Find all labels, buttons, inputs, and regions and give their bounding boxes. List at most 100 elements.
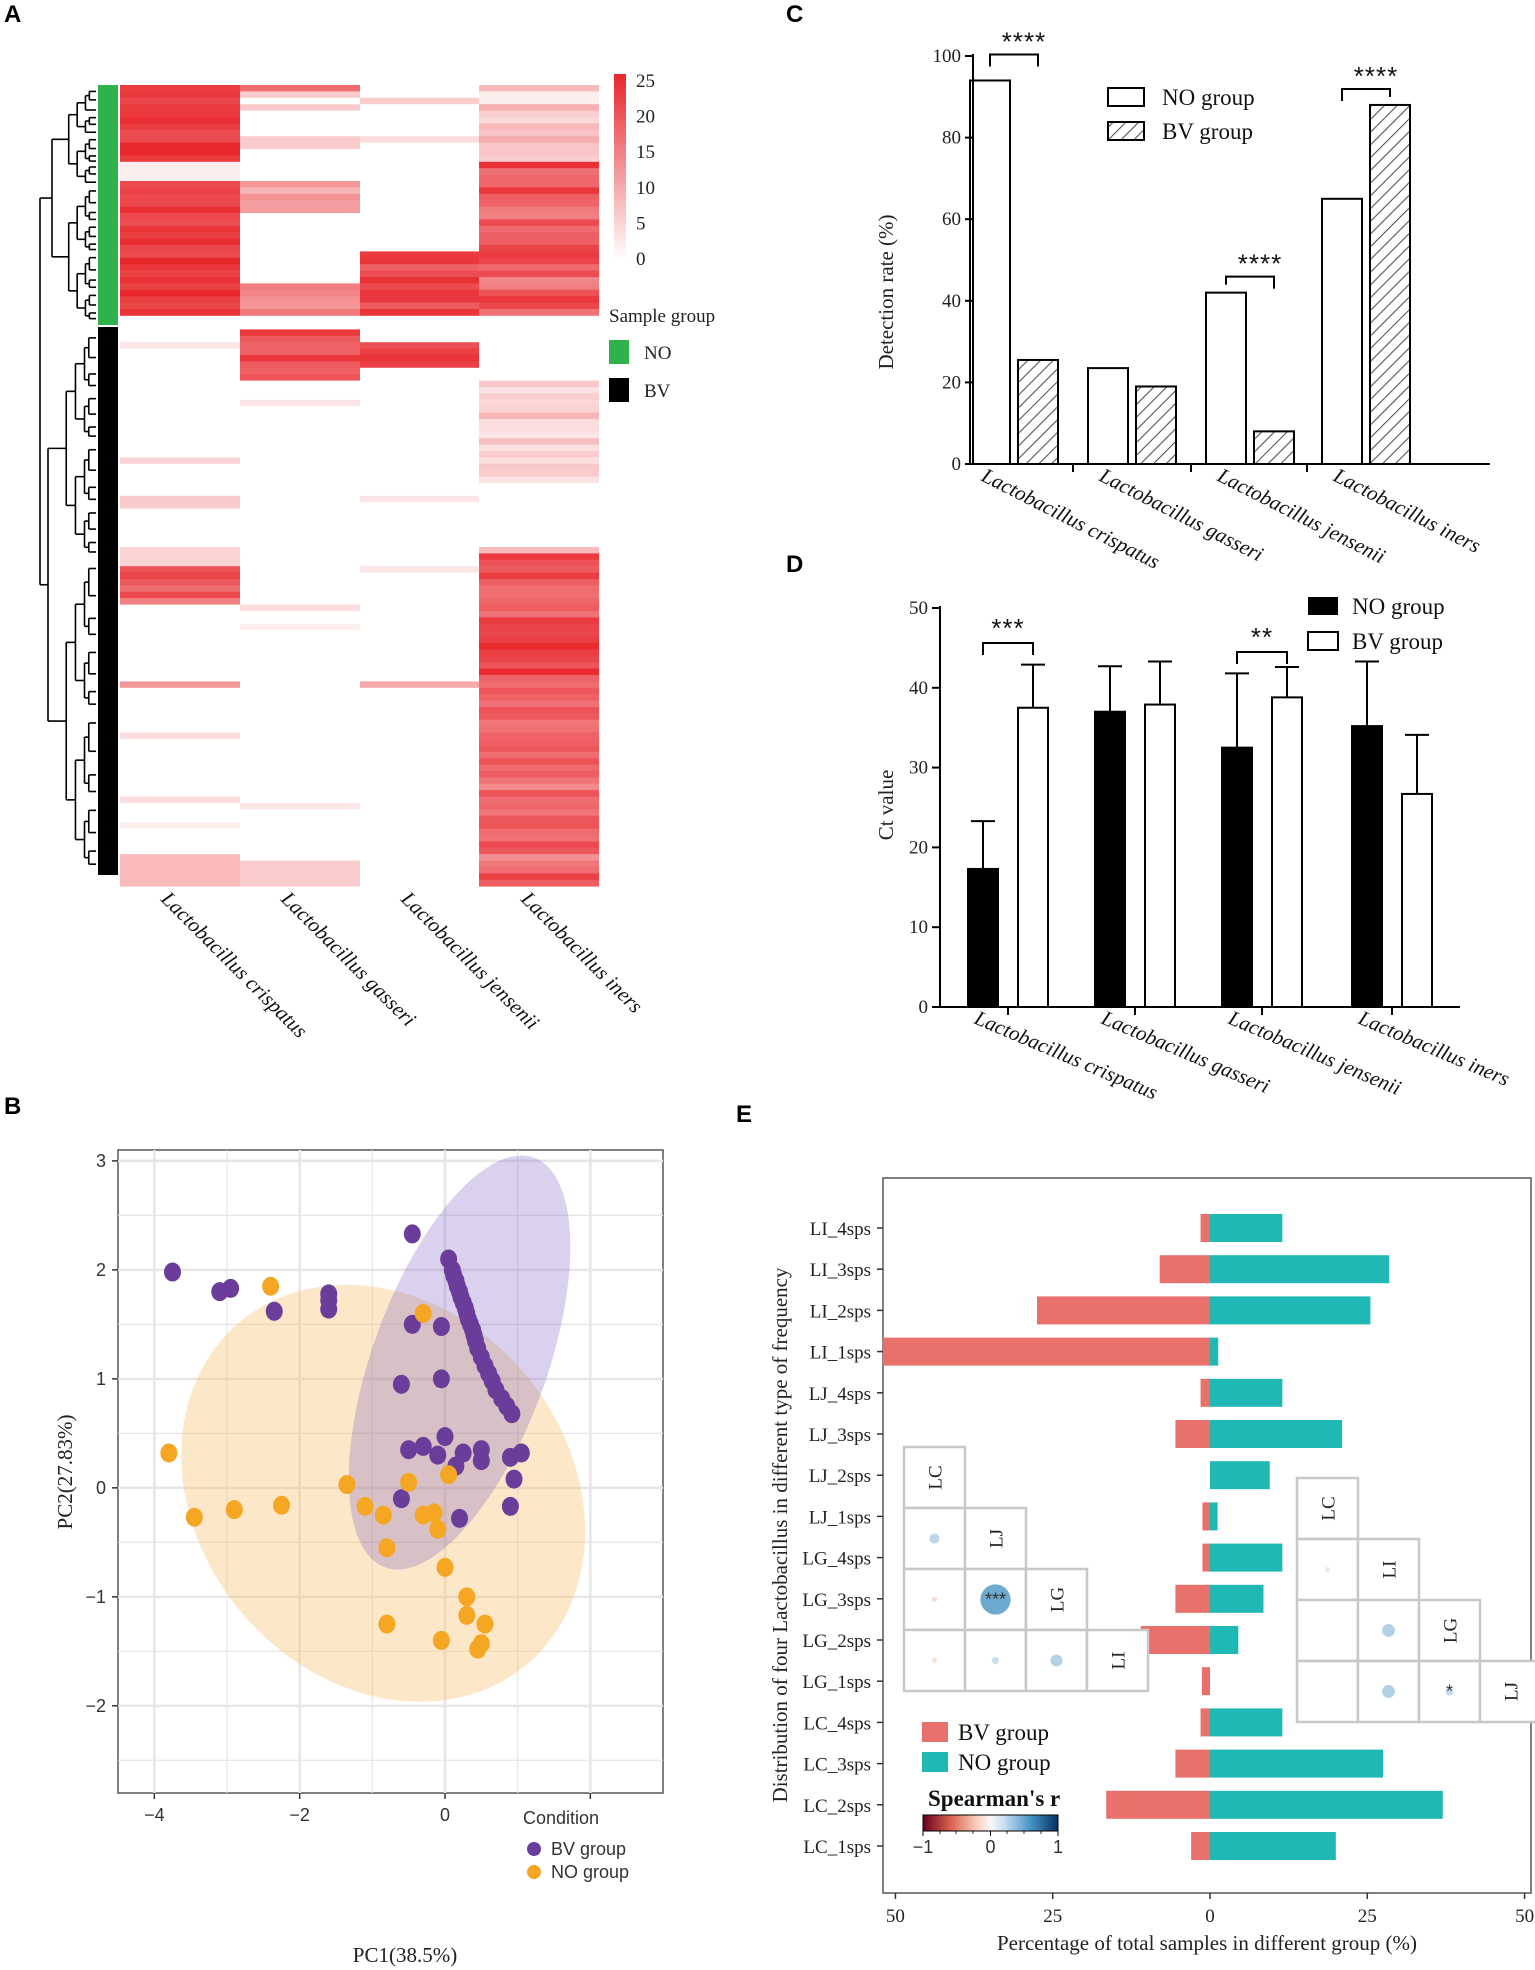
row-label: LI_3sps bbox=[810, 1260, 871, 1281]
heatmap-cell bbox=[120, 399, 240, 407]
pca-plot-area bbox=[117, 1149, 664, 1794]
bar-bv-group bbox=[1159, 1255, 1210, 1284]
heatmap-cell bbox=[479, 732, 599, 740]
heatmap-cell bbox=[120, 854, 240, 861]
heatmap-cell bbox=[120, 662, 240, 669]
heatmap-cell bbox=[240, 508, 360, 516]
heatmap-cell bbox=[360, 636, 480, 644]
row-label: LJ_2sps bbox=[809, 1466, 871, 1487]
heatmap-cell bbox=[240, 790, 360, 797]
heatmap-cell bbox=[360, 643, 480, 650]
heatmap-cell bbox=[240, 110, 360, 118]
heatmap-cell bbox=[479, 283, 599, 291]
heatmap-cell bbox=[240, 566, 360, 573]
heatmap-cell bbox=[479, 777, 599, 785]
heatmap-cell bbox=[240, 97, 360, 105]
corr-matrix-right: LC LI LG LJ * bbox=[1295, 1476, 1535, 1724]
heatmap-cell bbox=[360, 713, 480, 721]
y-tick-label: 0 bbox=[96, 1478, 106, 1498]
scatter-point bbox=[472, 1451, 490, 1471]
heatmap-cell bbox=[120, 361, 240, 369]
corr-cell bbox=[902, 1445, 967, 1510]
scatter-point bbox=[160, 1443, 178, 1463]
heatmap-cell bbox=[479, 296, 599, 303]
heatmap-cell bbox=[120, 604, 240, 612]
spearman-tick-label: 0 bbox=[985, 1837, 995, 1857]
heatmap-cell bbox=[479, 681, 599, 689]
heatmap-cell bbox=[120, 136, 240, 143]
heatmap-cell bbox=[479, 270, 599, 278]
heatmap-cell bbox=[120, 540, 240, 548]
heatmap-cell bbox=[240, 335, 360, 343]
heatmap-cell bbox=[479, 649, 599, 657]
heatmap-cell bbox=[479, 355, 599, 362]
heatmap-cell bbox=[240, 751, 360, 759]
bar-no-group bbox=[1321, 197, 1363, 466]
pca-panel: PC1(38.5%) PC2(27.83%) −4−202−2−10123Con… bbox=[53, 1149, 664, 1967]
heatmap-cell bbox=[479, 547, 599, 554]
heatmap-cell bbox=[360, 854, 480, 861]
heatmap-cell bbox=[479, 726, 599, 733]
heatmap-cell bbox=[120, 206, 240, 214]
heatmap-cell bbox=[240, 591, 360, 599]
heatmap-cell bbox=[479, 309, 599, 316]
panel-label-b: B bbox=[4, 1093, 21, 1120]
heatmap-cell bbox=[240, 399, 360, 407]
heatmap-cell bbox=[120, 476, 240, 484]
heatmap-cell bbox=[360, 393, 480, 401]
heatmap-cell bbox=[360, 425, 480, 433]
heatmap-cell bbox=[360, 213, 480, 220]
heatmap-cell bbox=[240, 617, 360, 625]
heatmap-cell bbox=[120, 847, 240, 855]
corr-circle bbox=[932, 1658, 937, 1663]
heatmap-cell bbox=[479, 783, 599, 791]
corr-significance: *** bbox=[985, 1590, 1006, 1610]
heatmap-cell bbox=[120, 289, 240, 297]
heatmap-cell bbox=[360, 719, 480, 727]
heatmap-cell bbox=[120, 193, 240, 201]
heatmap-cell bbox=[479, 515, 599, 522]
heatmap-cell bbox=[360, 342, 480, 349]
heatmap-cell bbox=[360, 547, 480, 554]
heatmap-cell bbox=[240, 187, 360, 195]
heatmap-cell bbox=[479, 129, 599, 137]
heatmap-cell bbox=[360, 598, 480, 605]
scatter-point bbox=[374, 1505, 392, 1525]
heatmap-cell bbox=[360, 451, 480, 458]
heatmap-cell bbox=[479, 662, 599, 669]
heatmap-cell bbox=[240, 348, 360, 356]
heatmap-cell bbox=[360, 168, 480, 175]
heatmap-cell bbox=[120, 438, 240, 445]
heatmap-cell bbox=[360, 489, 480, 497]
heatmap-cell bbox=[120, 489, 240, 497]
colorbar-tick-label: 10 bbox=[636, 178, 655, 199]
heatmap-cell bbox=[479, 694, 599, 701]
heatmap-cell bbox=[479, 527, 599, 535]
bar-bv-group bbox=[882, 1337, 1210, 1366]
heatmap-cell bbox=[240, 771, 360, 778]
corr-label: LC bbox=[1319, 1496, 1340, 1520]
bar-no-group bbox=[1210, 1626, 1239, 1654]
heatmap-cell bbox=[240, 251, 360, 259]
heatmap-cell bbox=[360, 348, 480, 356]
heatmap-cell bbox=[120, 636, 240, 644]
corr-cell bbox=[1024, 1567, 1089, 1632]
scatter-point bbox=[432, 1369, 450, 1389]
heatmap-cell bbox=[360, 700, 480, 708]
heatmap-cell bbox=[360, 200, 480, 207]
heatmap-cell bbox=[240, 783, 360, 791]
heatmap-cell bbox=[120, 251, 240, 259]
heatmap-cell bbox=[120, 713, 240, 721]
colorbar-tick-label: 5 bbox=[636, 213, 646, 234]
heatmap-cell bbox=[240, 91, 360, 99]
significance-bracket bbox=[989, 53, 1039, 67]
heatmap-cell bbox=[120, 149, 240, 156]
heatmap-panel: 25 20 15 10 5 0 Sample group NO BV Lactobacil… bbox=[39, 71, 715, 1043]
heatmap-cell bbox=[120, 91, 240, 99]
heatmap-cell bbox=[120, 387, 240, 394]
heatmap-cell bbox=[479, 257, 599, 265]
heatmap-cell bbox=[479, 764, 599, 772]
heatmap-cell bbox=[120, 412, 240, 420]
heatmap-cell bbox=[479, 380, 599, 388]
